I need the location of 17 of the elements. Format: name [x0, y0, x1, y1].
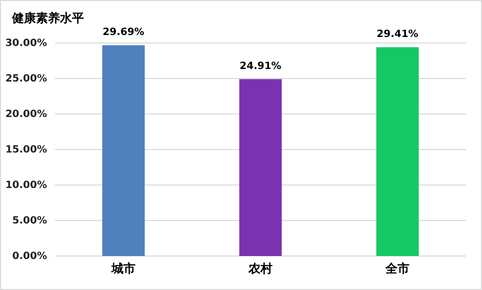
data-label: 24.91% [240, 61, 282, 72]
x-tick-label: 全市 [384, 262, 410, 276]
bar [376, 47, 419, 256]
y-tick-label: 0.00% [12, 251, 47, 262]
data-label: 29.41% [376, 29, 418, 40]
y-tick-label: 20.00% [5, 109, 47, 120]
y-tick-label: 10.00% [5, 180, 47, 192]
y-tick-label: 25.00% [5, 74, 47, 85]
chart-title: 健康素养水平 [11, 11, 84, 25]
y-tick-label: 15.00% [5, 144, 47, 156]
y-tick-label: 30.00% [5, 38, 47, 50]
bar [239, 79, 282, 256]
data-label: 29.69% [102, 27, 144, 38]
x-tick-label: 农村 [248, 262, 272, 276]
bar [102, 45, 145, 256]
x-tick-label: 城市 [110, 262, 136, 276]
y-tick-label: 5.00% [12, 216, 47, 227]
